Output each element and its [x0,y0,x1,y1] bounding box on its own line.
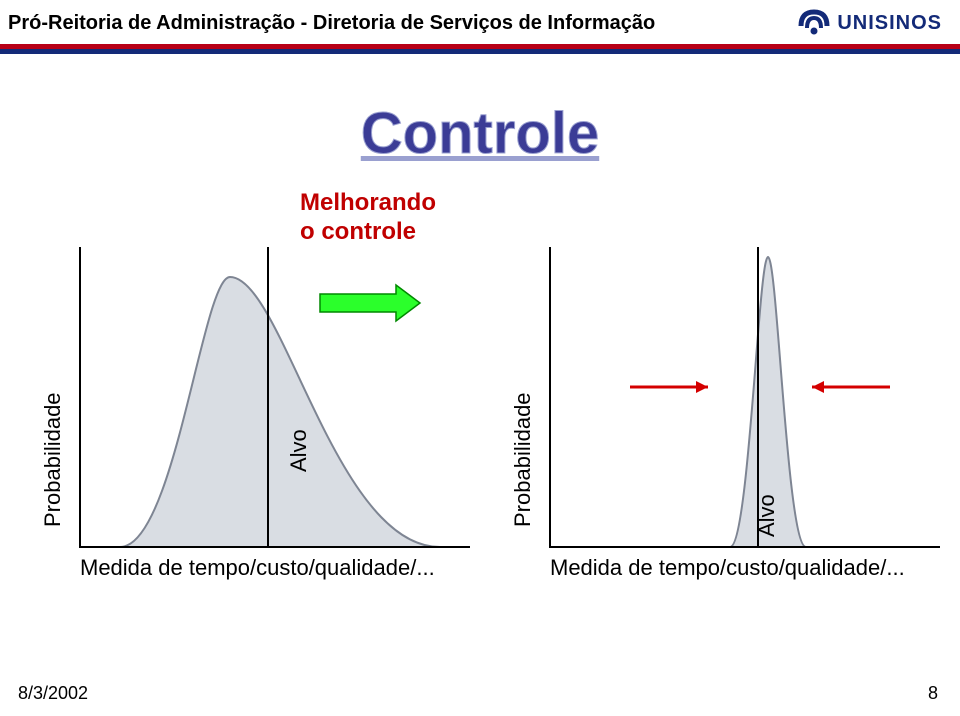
footer-page: 8 [928,683,938,704]
right-alvo-label: Alvo [754,494,780,537]
unisinos-mark-icon [797,6,831,40]
footer: 8/3/2002 8 [18,683,938,704]
logo-text: UNISINOS [837,12,942,35]
header: Pró-Reitoria de Administração - Diretori… [0,0,960,60]
right-chart-svg [490,207,950,567]
slide-title: Controle [0,100,960,167]
right-chart: Probabilidade Alvo Medida de tempo/custo… [490,207,950,587]
left-ylabel: Probabilidade [40,392,66,527]
logo: UNISINOS [797,6,942,40]
left-chart: Probabilidade Alvo Medida de tempo/custo… [20,207,480,587]
left-alvo-label: Alvo [286,429,312,472]
left-xlabel: Medida de tempo/custo/qualidade/... [80,555,435,581]
right-xlabel: Medida de tempo/custo/qualidade/... [550,555,905,581]
left-chart-svg [20,207,480,567]
right-ylabel: Probabilidade [510,392,536,527]
footer-date: 8/3/2002 [18,683,88,704]
charts-stage: Melhorando o controle Probabilidade Alvo… [0,167,960,647]
header-rule [0,44,960,54]
header-title: Pró-Reitoria de Administração - Diretori… [8,12,655,35]
